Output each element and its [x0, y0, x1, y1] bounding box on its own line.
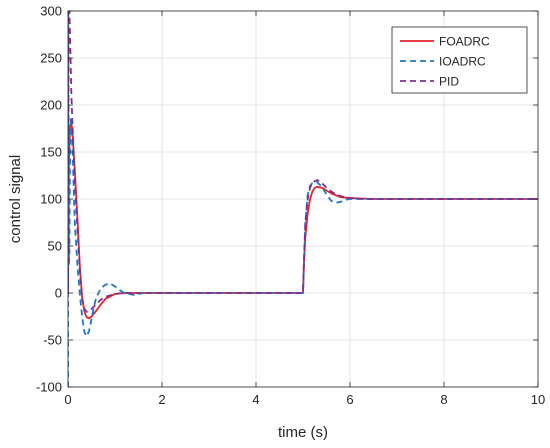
- x-tick-label: 6: [346, 392, 353, 407]
- y-axis-label: control signal: [7, 155, 24, 243]
- y-tick-label: 250: [40, 51, 62, 66]
- tick-labels: 0 2 4 6 8 10 -100 -50 0 50 100 150 200 250 300: [36, 4, 545, 408]
- x-tick-label: 8: [440, 392, 447, 407]
- y-tick-label: 200: [40, 98, 62, 113]
- legend-box: [391, 26, 528, 94]
- ticks: [67, 10, 539, 388]
- series-group: [68, 11, 538, 387]
- series-line-pid: [68, 11, 538, 313]
- legend-label-foadrc: FOADRC: [439, 35, 490, 49]
- x-tick-label: 4: [252, 392, 259, 407]
- legend: FOADRC IOADRC PID: [391, 26, 528, 94]
- legend-label-pid: PID: [439, 75, 459, 89]
- x-tick-label: 0: [64, 392, 71, 407]
- x-tick-label: 2: [158, 392, 165, 407]
- y-tick-label: -100: [36, 380, 62, 395]
- x-axis-label: time (s): [278, 424, 328, 441]
- y-tick-label: 50: [48, 239, 62, 254]
- y-tick-label: -50: [43, 333, 62, 348]
- y-tick-label: 300: [40, 4, 62, 19]
- y-tick-label: 150: [40, 145, 62, 160]
- legend-label-ioadrc: IOADRC: [439, 55, 486, 69]
- y-tick-label: 0: [55, 286, 62, 301]
- y-tick-label: 100: [40, 192, 62, 207]
- x-tick-label: 10: [531, 392, 545, 407]
